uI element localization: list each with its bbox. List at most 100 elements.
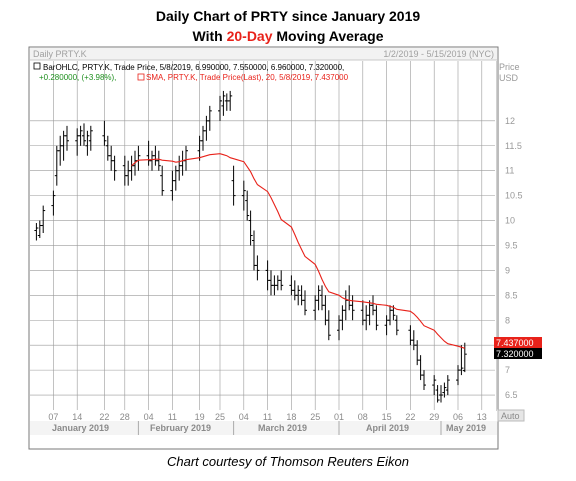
legend-ohlc-swatch [33, 62, 41, 70]
x-tick-label: 18 [286, 412, 296, 422]
ohlc-bar [422, 370, 426, 391]
ohlc-bar [374, 305, 379, 331]
chart-title: Daily Chart of PRTY since January 2019 [155, 8, 421, 24]
ohlc-bar [303, 290, 307, 316]
x-tick-label: 29 [429, 412, 439, 422]
ohlc-bar [88, 125, 93, 151]
x-tick-label: 11 [168, 412, 177, 422]
x-tick-label: 14 [72, 412, 82, 422]
price-value-tag [494, 348, 542, 359]
ohlc-bar [34, 223, 39, 241]
x-tick-label: 22 [99, 412, 109, 422]
y-tick-label: 11 [505, 166, 514, 176]
x-tick-label: 08 [358, 412, 368, 422]
y-tick-label: 11.5 [505, 141, 522, 151]
ohlc-bar [445, 375, 450, 396]
ohlc-bar [241, 180, 246, 211]
y-tick-label: 7 [505, 365, 510, 375]
sma-value-text: 7.437000 [496, 338, 534, 348]
y-tick-label: 10.5 [505, 191, 523, 201]
x-tick-label: 11 [263, 412, 272, 422]
x-tick-label: 25 [310, 412, 320, 422]
legend-sma-swatch [137, 73, 145, 81]
x-tick-label: 01 [334, 412, 344, 422]
ohlc-bar [221, 90, 226, 116]
ohlc-bar [439, 385, 443, 403]
x-tick-label: 04 [239, 412, 249, 422]
y-tick-label: 8.5 [505, 290, 518, 300]
ohlc-bar [432, 375, 437, 396]
chart-header-strip [30, 48, 497, 60]
ohlc-bar [279, 270, 284, 291]
price-value-text: 7.320000 [496, 349, 534, 359]
instrument-label: Daily PRTY.K [33, 49, 87, 59]
subtitle-highlight: 20-Day [226, 28, 273, 44]
x-month-label: February 2019 [150, 423, 211, 433]
ohlc-bar [231, 165, 236, 206]
y-tick-label: 10 [505, 216, 515, 226]
chart-frame [28, 46, 499, 450]
x-tick-label: 06 [453, 412, 463, 422]
auto-scale-button[interactable] [497, 409, 525, 422]
x-tick-label: 19 [195, 412, 205, 422]
ohlc-bar [316, 285, 321, 311]
sma-value-tag [494, 337, 542, 348]
ohlc-bar [394, 315, 399, 336]
x-tick-label: 22 [405, 412, 415, 422]
legend-sma-text: SMA, PRTY.K, Trade Price(Last), 20, 5/8/… [146, 73, 349, 82]
x-month-label: May 2019 [446, 423, 486, 433]
sma-20-line [131, 153, 465, 349]
chart-subtitle: With 20-Day Moving Average [0, 28, 576, 44]
ohlc-bar [350, 295, 355, 321]
date-axis: 07 14 22 28 04 11 19 25 04 11 18 25 01 08 15 22 29 06 13 Ja… [30, 412, 497, 435]
legend: BarOHLC, PRTY.K, Trade Price, 5/8/2019, … [33, 62, 349, 82]
ohlc-bar [112, 155, 117, 181]
ohlc-bar [435, 385, 440, 403]
subtitle-pre: With [192, 28, 227, 44]
y-tick-label: 9 [505, 265, 510, 275]
ohlc-bar [102, 120, 107, 146]
x-tick-label: 15 [382, 412, 392, 422]
legend-change-text: +0.280000, (+3.98%), [39, 73, 116, 82]
ohlc-bars [34, 90, 467, 403]
x-tick-label: 13 [477, 412, 487, 422]
y-tick-label: 9.5 [505, 240, 518, 250]
ohlc-bar [156, 150, 161, 171]
currency-label: USD [499, 73, 519, 83]
x-tick-label: 04 [144, 412, 154, 422]
price-axis-title: Price [499, 62, 520, 72]
chart-credit: Chart courtesy of Thomson Reuters Eikon [166, 454, 410, 469]
price-axis-strip [496, 61, 497, 411]
y-tick-label: 8 [505, 315, 510, 325]
ohlc-bar [51, 190, 56, 216]
subtitle-post: Moving Average [272, 28, 384, 44]
ohlc-bar [459, 345, 464, 376]
ohlc-bar [442, 382, 447, 398]
ohlc-bar [228, 90, 233, 111]
ohlc-bar [82, 123, 86, 146]
date-range-label: 1/2/2019 - 5/15/2019 (NYC) [383, 49, 494, 59]
ohlc-bar [160, 165, 165, 196]
legend-ohlc-text: BarOHLC, PRTY.K, Trade Price, 5/8/2019, … [43, 63, 344, 72]
ohlc-bar [85, 130, 90, 156]
ohlc-bar [248, 210, 253, 246]
ohlc-bar [255, 255, 260, 281]
x-tick-label: 07 [48, 412, 58, 422]
x-month-label: March 2019 [258, 423, 307, 433]
ohlc-bar [78, 125, 83, 146]
ohlc-bar [65, 125, 69, 151]
auto-scale-label: Auto [501, 411, 520, 421]
x-tick-label: 28 [120, 412, 130, 422]
x-tick-label: 25 [215, 412, 225, 422]
ohlc-bar [41, 205, 46, 234]
month-label-strip [30, 421, 497, 435]
x-month-label: April 2019 [366, 423, 409, 433]
y-tick-label: 12 [505, 116, 515, 126]
ohlc-bar [207, 105, 212, 131]
x-month-label: January 2019 [52, 423, 109, 433]
ohlc-bar [245, 190, 250, 221]
ohlc-bar [218, 95, 222, 121]
ohlc-bar [462, 342, 467, 373]
